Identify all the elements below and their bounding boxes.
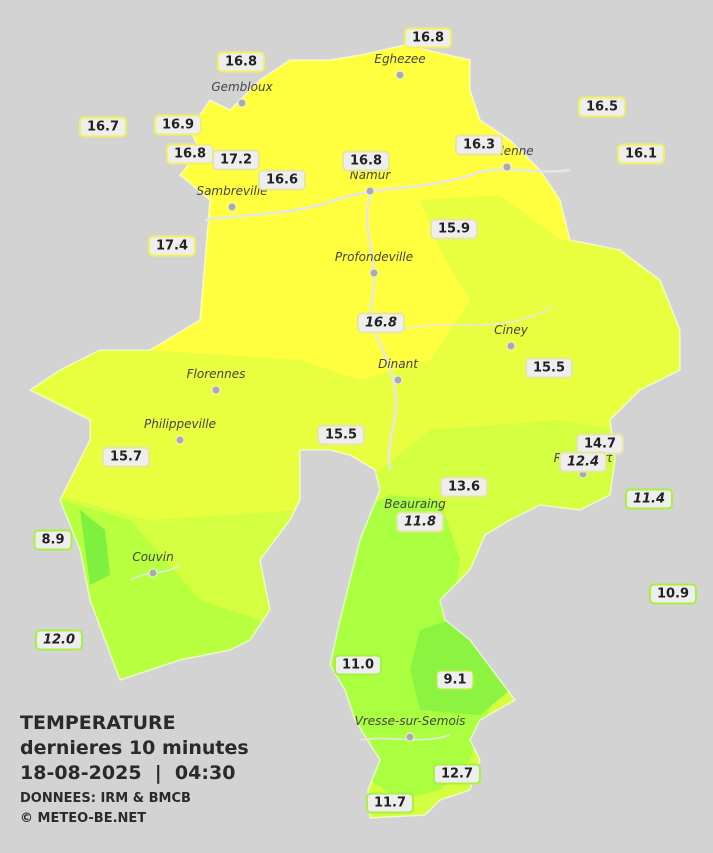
city-dot [148,568,158,578]
city-dot [369,268,379,278]
zone-coldest [410,620,510,715]
zone-cold [320,495,500,800]
station-value: 15.5 [316,424,366,446]
zone-cold-west [80,510,110,585]
station-value: 16.8 [216,51,266,73]
station-value: 11.7 [365,792,415,814]
city-dot [237,98,247,108]
station-value: 15.7 [101,446,151,468]
city-dot [175,435,185,445]
station-value: 16.6 [257,169,307,191]
city-dot [365,186,375,196]
station-value: 11.0 [333,654,383,676]
station-value: 16.5 [577,96,627,118]
station-value: 16.8 [341,150,391,172]
zone-cool2 [60,500,260,690]
station-value: 12.7 [432,763,482,785]
station-value: 17.4 [147,235,197,257]
station-value: 9.1 [435,669,475,691]
city-name: Couvin [132,550,173,564]
city-name: Eghezee [374,52,425,66]
station-value: 12.4 [558,451,608,473]
station-value: 8.9 [33,529,73,551]
city-name: Beauraing [384,497,446,511]
city-name: Vresse-sur-Semois [355,714,466,728]
city-name: Ciney [494,323,529,337]
legend-credit: © METEO-BE.NET [20,811,147,826]
station-value: 17.2 [211,149,261,171]
legend-source: DONNEES: IRM & BMCB [20,791,191,806]
city-name: Florennes [187,367,246,381]
legend-datetime: 18-08-2025 | 04:30 [20,762,236,784]
city-name: Profondeville [335,250,413,264]
station-value: 13.6 [439,476,489,498]
city-dot [405,732,415,742]
city-name: Gembloux [211,80,273,94]
legend-subtitle: dernieres 10 minutes [20,737,249,759]
station-value: 11.4 [624,488,674,510]
legend-title: TEMPERATURE [20,712,176,734]
station-value: 16.8 [356,312,406,334]
city-name: Philippeville [144,417,216,431]
station-value: 16.7 [78,116,128,138]
city-dot [502,162,512,172]
city-dot [211,385,221,395]
river-lesse [399,304,551,331]
station-value: 10.9 [648,583,698,605]
province-border [28,44,681,819]
city-dot [393,375,403,385]
station-value: 16.9 [153,114,203,136]
river-meuse [365,194,398,471]
city-name: Dinant [378,357,419,371]
station-value: 16.8 [165,143,215,165]
station-value: 11.8 [395,511,445,533]
station-value: 16.1 [616,143,666,165]
station-value: 16.8 [403,27,453,49]
station-value: 16.3 [454,134,504,156]
station-value: 15.5 [524,357,574,379]
station-value: 15.9 [429,218,479,240]
station-value: 12.0 [34,629,84,651]
city-name: Sambreville [196,184,267,198]
river-semois [359,734,451,741]
city-name: Namur [350,168,392,182]
city-dot [506,341,516,351]
city-dot [395,70,405,80]
city-dot [227,202,237,212]
